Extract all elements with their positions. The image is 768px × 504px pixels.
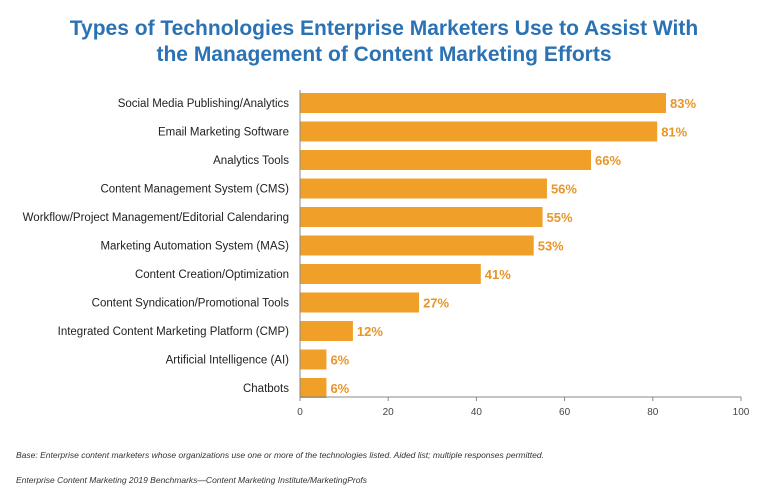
category-label: Analytics Tools: [213, 155, 289, 167]
bar: [300, 349, 327, 370]
x-tick-label: 40: [471, 407, 483, 418]
bar: [300, 264, 481, 284]
bar: [300, 292, 420, 313]
bar: [300, 207, 543, 227]
bar: [300, 178, 547, 199]
source-footnote: Enterprise Content Marketing 2019 Benchm…: [16, 475, 368, 485]
bar: [300, 93, 667, 113]
bar: [300, 235, 534, 256]
chart-title: Types of Technologies Enterprise Markete…: [0, 16, 768, 68]
value-label: 6%: [330, 381, 349, 396]
bar: [300, 378, 327, 398]
value-label: 66%: [595, 153, 621, 168]
base-footnote: Base: Enterprise content marketers whose…: [16, 450, 544, 460]
category-label: Chatbots: [243, 383, 289, 395]
value-label: 55%: [547, 210, 573, 225]
x-tick-label: 100: [733, 407, 750, 418]
x-tick-label: 20: [383, 407, 395, 418]
category-label: Marketing Automation System (MAS): [100, 241, 289, 253]
value-label: 56%: [551, 182, 577, 197]
bar: [300, 121, 658, 142]
category-label: Integrated Content Marketing Platform (C…: [58, 326, 290, 338]
value-label: 12%: [357, 324, 383, 339]
value-label: 81%: [661, 125, 687, 140]
chart-title-line-1: Types of Technologies Enterprise Markete…: [69, 17, 699, 40]
x-tick-label: 60: [559, 407, 571, 418]
chart-title-line-2: the Management of Content Marketing Effo…: [156, 43, 612, 66]
bar: [300, 321, 353, 341]
category-label: Workflow/Project Management/Editorial Ca…: [23, 212, 289, 224]
category-label: Social Media Publishing/Analytics: [118, 98, 290, 110]
category-label: Artificial Intelligence (AI): [166, 355, 290, 367]
category-label: Content Syndication/Promotional Tools: [92, 298, 290, 310]
value-label: 83%: [670, 96, 696, 111]
bar: [300, 150, 592, 170]
category-label: Email Marketing Software: [158, 127, 289, 139]
x-tick-label: 0: [297, 407, 303, 418]
value-label: 6%: [330, 353, 349, 368]
category-label: Content Management System (CMS): [100, 184, 289, 196]
value-label: 41%: [485, 267, 511, 282]
category-label: Content Creation/Optimization: [135, 269, 289, 281]
x-tick-label: 80: [647, 407, 659, 418]
bar-chart: Social Media Publishing/Analytics 83% Emai…: [23, 90, 750, 418]
value-label: 27%: [423, 296, 449, 311]
value-label: 53%: [538, 239, 564, 254]
